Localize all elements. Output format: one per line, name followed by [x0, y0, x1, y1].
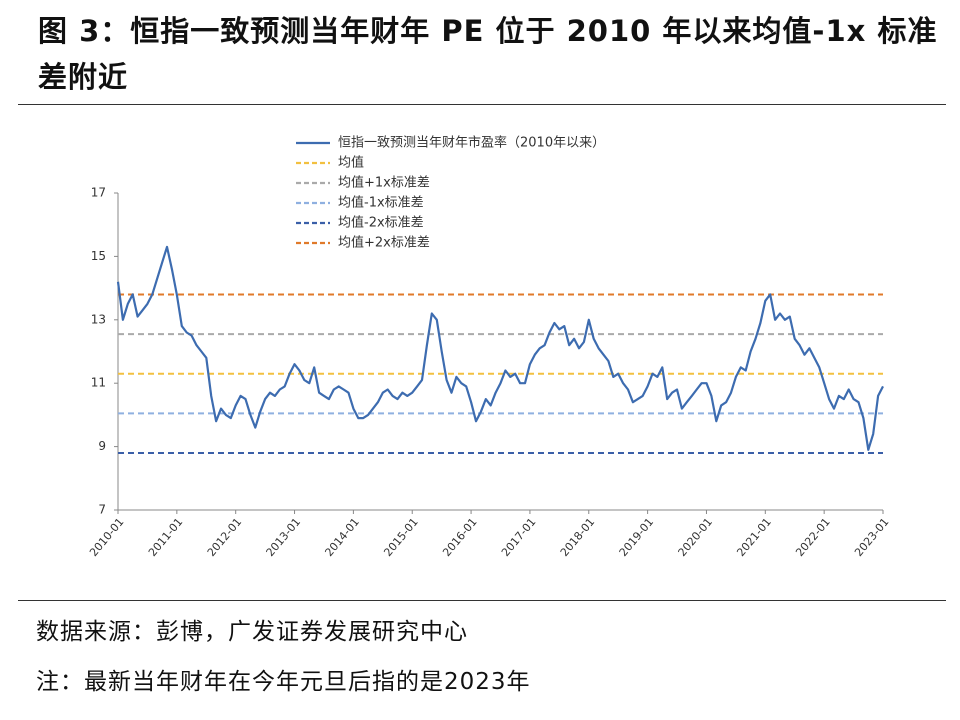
- source: 数据来源：彭博，广发证券发展研究中心: [36, 619, 468, 645]
- legend-label: 均值-1x标准差: [338, 195, 424, 211]
- bottom-rule: [18, 600, 946, 601]
- top-rule: [18, 104, 946, 105]
- data-line: [116, 245, 884, 451]
- x-tick-label: 2023-01: [852, 516, 892, 560]
- x-tick-label: 2016-01: [440, 516, 480, 560]
- x-tick-label: 2011-01: [146, 516, 186, 560]
- y-tick-label: 15: [91, 249, 106, 263]
- y-tick-label: 7: [98, 503, 106, 517]
- legend-label: 均值: [338, 155, 364, 171]
- y-tick-label: 11: [91, 376, 106, 390]
- y-tick-label: 13: [91, 312, 106, 326]
- x-tick-label: 2022-01: [793, 516, 833, 560]
- x-tick-label: 2014-01: [322, 516, 362, 560]
- x-tick-label: 2021-01: [734, 516, 774, 560]
- x-tick-label: 2010-01: [87, 516, 127, 560]
- figure-title: 图 3：恒指一致预测当年财年 PE 位于 2010 年以来均值-1x 标准差附近: [38, 14, 938, 94]
- y-tick-label: 17: [91, 186, 106, 200]
- legend-label: 均值+1x标准差: [338, 175, 430, 191]
- x-tick-label: 2018-01: [558, 516, 598, 560]
- x-tick-label: 2012-01: [205, 516, 245, 560]
- chart: 7 9 11 13 15 17 2010-01 2011-01 2012-01 2013-01 20…: [87, 135, 892, 560]
- x-tick-label: 2017-01: [499, 516, 539, 560]
- x-tick-label: 2019-01: [617, 516, 657, 560]
- legend-label: 均值-2x标准差: [338, 215, 424, 231]
- note: 注：最新当年财年在今年元旦后指的是2023年: [36, 669, 531, 695]
- x-tick-label: 2013-01: [264, 516, 304, 560]
- legend-label: 均值+2x标准差: [338, 235, 430, 251]
- x-tick-label: 2020-01: [676, 516, 716, 560]
- legend-label: 恒指一致预测当年财年市盈率（2010年以来）: [338, 135, 605, 151]
- x-tick-label: 2015-01: [381, 516, 421, 560]
- y-tick-label: 9: [98, 439, 106, 453]
